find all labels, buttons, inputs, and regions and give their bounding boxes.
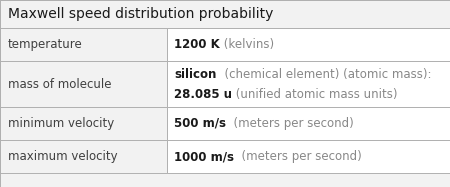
Bar (166, 28, 450, 61)
Bar (166, 107, 450, 140)
Text: (meters per second): (meters per second) (226, 117, 354, 130)
Text: (chemical element) (atomic mass):: (chemical element) (atomic mass): (217, 68, 432, 81)
Text: maximum velocity: maximum velocity (8, 150, 117, 163)
Bar (0, 0, 450, 28)
Text: 28.085 u: 28.085 u (175, 88, 233, 101)
Text: temperature: temperature (8, 38, 83, 51)
Text: mass of molecule: mass of molecule (8, 77, 112, 91)
Text: silicon: silicon (175, 68, 217, 81)
Text: 1200 K: 1200 K (175, 38, 220, 51)
Text: Maxwell speed distribution probability: Maxwell speed distribution probability (8, 7, 274, 21)
Bar (166, 61, 450, 107)
Text: (unified atomic mass units): (unified atomic mass units) (233, 88, 398, 101)
Text: (kelvins): (kelvins) (220, 38, 274, 51)
Text: 500 m/s: 500 m/s (175, 117, 226, 130)
Bar (0, 107, 166, 140)
Bar (166, 140, 450, 173)
Bar (0, 28, 166, 61)
Text: 1000 m/s: 1000 m/s (175, 150, 234, 163)
Bar (0, 61, 166, 107)
Text: (meters per second): (meters per second) (234, 150, 362, 163)
Bar (0, 140, 166, 173)
Text: minimum velocity: minimum velocity (8, 117, 114, 130)
